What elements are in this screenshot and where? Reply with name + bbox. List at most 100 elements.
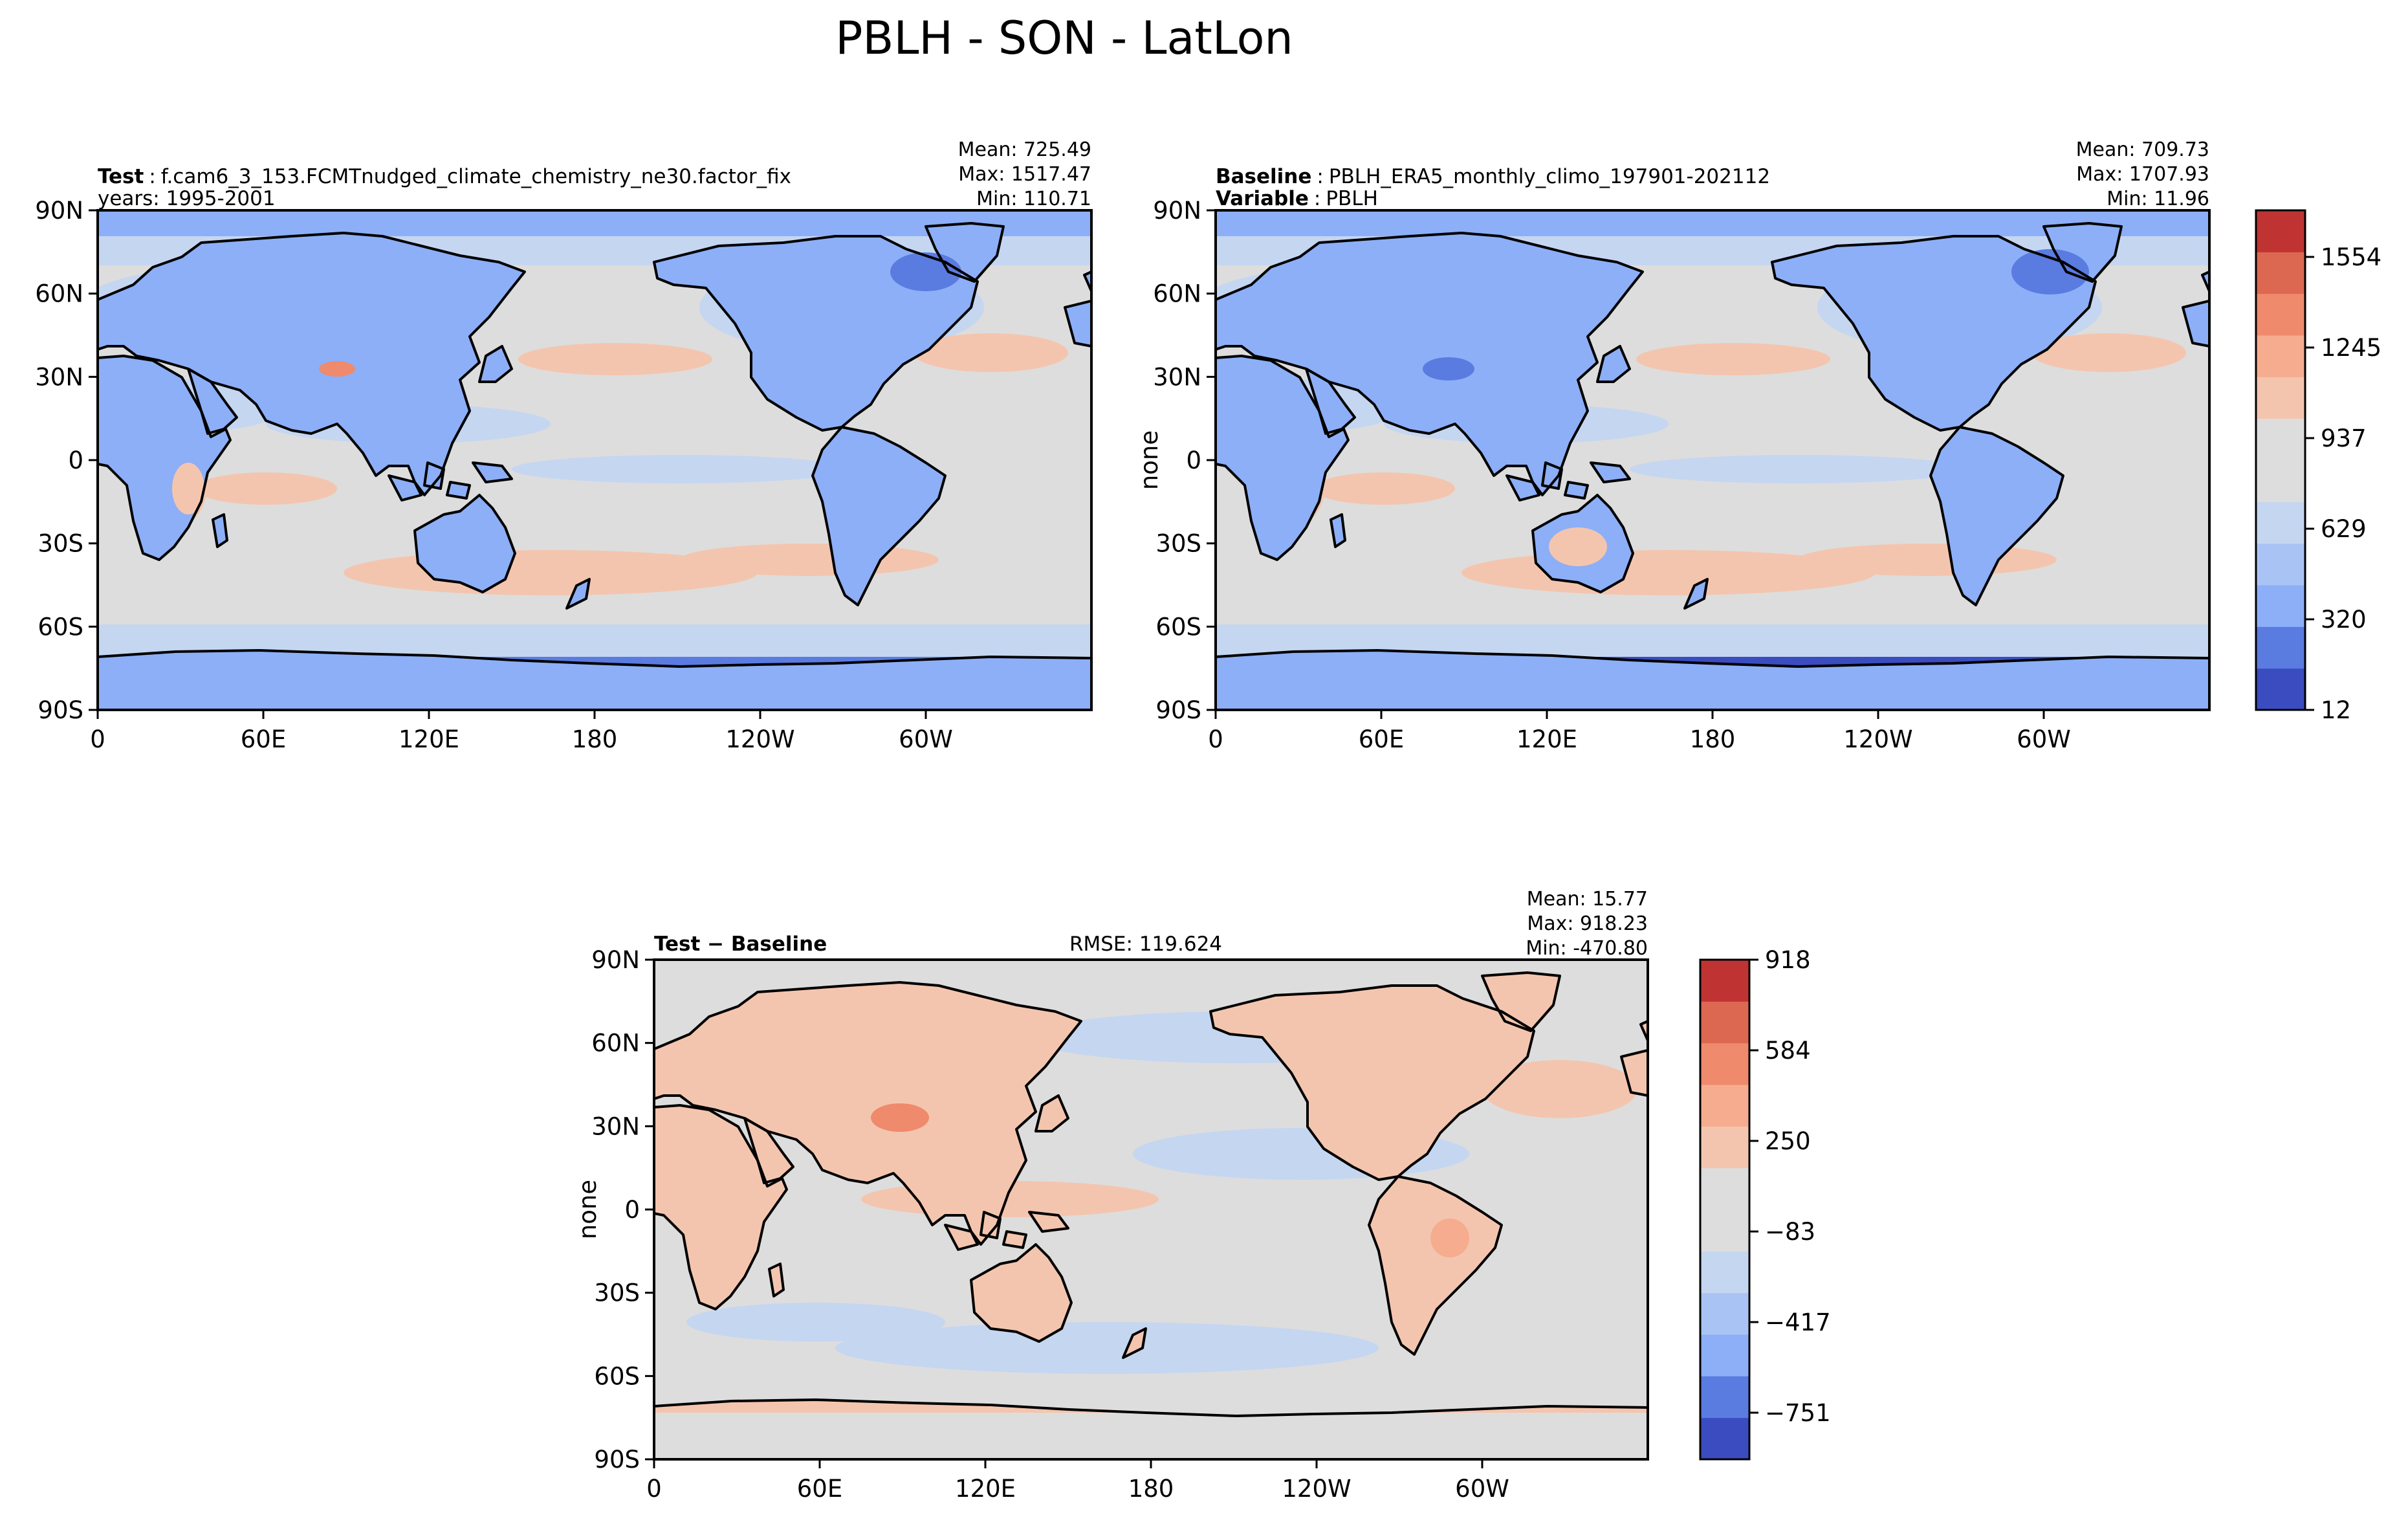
colorbar-tick-label: 1245 [2321, 334, 2381, 362]
figure-title: PBLH - SON - LatLon [835, 12, 1293, 65]
colorbar-tick-label: 937 [2321, 425, 2367, 452]
lat-tick-label: 60S [594, 1362, 640, 1390]
colorbar-tick-label: −83 [1765, 1218, 1815, 1246]
lon-tick-label: 60W [2017, 725, 2071, 753]
lat-tick-label: 60N [35, 280, 83, 308]
panel-variable-value: PBLH [1326, 187, 1378, 210]
lon-tick-label: 120W [1843, 725, 1912, 753]
test-panel [96, 209, 1093, 711]
y-axis-label: none [574, 1180, 602, 1239]
colorbar-segment [2256, 668, 2305, 711]
panel-label-sep: : [149, 165, 155, 188]
difference-panel [653, 958, 1649, 1461]
colorbar-segment [1700, 1251, 1749, 1294]
colorbar-tick-label: −417 [1765, 1309, 1831, 1336]
lat-tick-label: 90S [1155, 696, 1201, 724]
lat-tick-label: 60S [38, 613, 83, 641]
colorbar-frame [1699, 958, 1751, 1461]
lat-tick-label: 0 [624, 1196, 640, 1224]
lat-tick-label: 90N [35, 197, 83, 225]
colorbar-tick-label: 584 [1765, 1037, 1811, 1065]
lon-tick-label: 60W [1455, 1475, 1509, 1503]
lon-tick-label: 60E [797, 1475, 842, 1503]
lat-tick-label: 90N [591, 946, 640, 974]
colorbar-segment [1700, 1334, 1749, 1376]
lon-tick-label: 120E [1516, 725, 1577, 753]
lon-tick-label: 180 [1128, 1475, 1174, 1503]
panel-variable-label: Variable [1216, 187, 1309, 210]
lat-tick-label: 30S [1155, 530, 1201, 558]
panel-label-title: Baseline [1216, 165, 1311, 188]
panel-stat-2: Min: 110.71 [976, 188, 1091, 210]
lon-tick-label: 0 [90, 725, 105, 753]
panel-stat-0: Mean: 725.49 [958, 138, 1091, 161]
panel-stat-1: Max: 1707.93 [2076, 163, 2209, 186]
lat-tick-label: 90S [594, 1446, 640, 1474]
colorbar-segment [2256, 293, 2305, 336]
colorbar-segment [1700, 1167, 1749, 1210]
lat-tick-label: 90N [1153, 197, 1201, 225]
colorbar-segment [2256, 626, 2305, 669]
colorbar-tick-label: −751 [1765, 1399, 1831, 1427]
colorbar-tick-label: 629 [2321, 515, 2367, 543]
panel-label-sep: : [1317, 165, 1323, 188]
lat-tick-label: 90S [38, 696, 83, 724]
colorbar-segment [1700, 1376, 1749, 1419]
lat-tick-label: 30S [38, 530, 83, 558]
colorbar-segment [1700, 1043, 1749, 1085]
lon-tick-label: 60E [241, 725, 286, 753]
colorbar-segment [2256, 252, 2305, 294]
colorbar-segment [2256, 543, 2305, 586]
colorbar-segment [2256, 460, 2305, 502]
colorbar-segment [2256, 502, 2305, 544]
colorbar-main: 1554 1245 937 629 320 12 [2255, 209, 2381, 724]
y-axis-label: none [1135, 430, 1163, 490]
lon-tick-label: 0 [1208, 725, 1223, 753]
lat-tick-label: 30S [594, 1279, 640, 1307]
colorbar-tick-label: 12 [2321, 696, 2351, 724]
colorbar-segment [1700, 1126, 1749, 1169]
colorbar-segment [1700, 1001, 1749, 1044]
colorbar-segment [2256, 210, 2305, 252]
panel-stat-0: Mean: 15.77 [1527, 888, 1648, 911]
colorbar-tick-label: 918 [1765, 946, 1811, 974]
colorbar-tick-label: 1554 [2321, 243, 2381, 271]
lat-tick-label: 60N [591, 1030, 640, 1057]
colorbar-tick-label: 250 [1765, 1127, 1811, 1155]
colorbar-segment [2256, 585, 2305, 627]
lon-tick-label: 120E [955, 1475, 1016, 1503]
baseline-panel [1214, 209, 2211, 711]
panel-label-value: PBLH_ERA5_monthly_climo_197901-202112 [1329, 165, 1770, 188]
lon-tick-label: 120W [725, 725, 794, 753]
panel-label-title: Test [98, 165, 144, 188]
colorbar-segment [1700, 1085, 1749, 1127]
lat-tick-label: 60N [1153, 280, 1201, 308]
colorbar-frame [2255, 209, 2306, 711]
lon-tick-label: 180 [572, 725, 618, 753]
colorbar-segment [1700, 1209, 1749, 1252]
lon-tick-label: 60E [1359, 725, 1404, 753]
lat-tick-label: 0 [68, 447, 83, 474]
lon-tick-label: 60W [899, 725, 953, 753]
lon-tick-label: 120E [399, 725, 459, 753]
colorbar-tick-label: 320 [2321, 606, 2367, 634]
rmse-label: RMSE: 119.624 [1069, 933, 1222, 956]
lat-tick-label: 30N [35, 363, 83, 391]
lon-tick-label: 0 [646, 1475, 662, 1503]
lat-tick-label: 30N [1153, 363, 1201, 391]
panel-label-title: Test − Baseline [654, 933, 827, 956]
lat-tick-label: 30N [591, 1112, 640, 1140]
panel-label-value: f.cam6_3_153.FCMTnudged_climate_chemistr… [161, 165, 791, 188]
panel-years-label: years: 1995-2001 [98, 187, 276, 210]
colorbar-segment [1700, 960, 1749, 1002]
colorbar-segment [2256, 377, 2305, 419]
colorbar-segment [2256, 335, 2305, 377]
panel-variable-sep: : [1314, 187, 1320, 210]
lat-tick-label: 0 [1186, 447, 1201, 474]
panel-stat-2: Min: 11.96 [2107, 188, 2209, 210]
colorbar-segment [2256, 418, 2305, 461]
lon-tick-label: 180 [1690, 725, 1736, 753]
panel-stat-0: Mean: 709.73 [2076, 138, 2209, 161]
colorbar-segment [1700, 1292, 1749, 1335]
